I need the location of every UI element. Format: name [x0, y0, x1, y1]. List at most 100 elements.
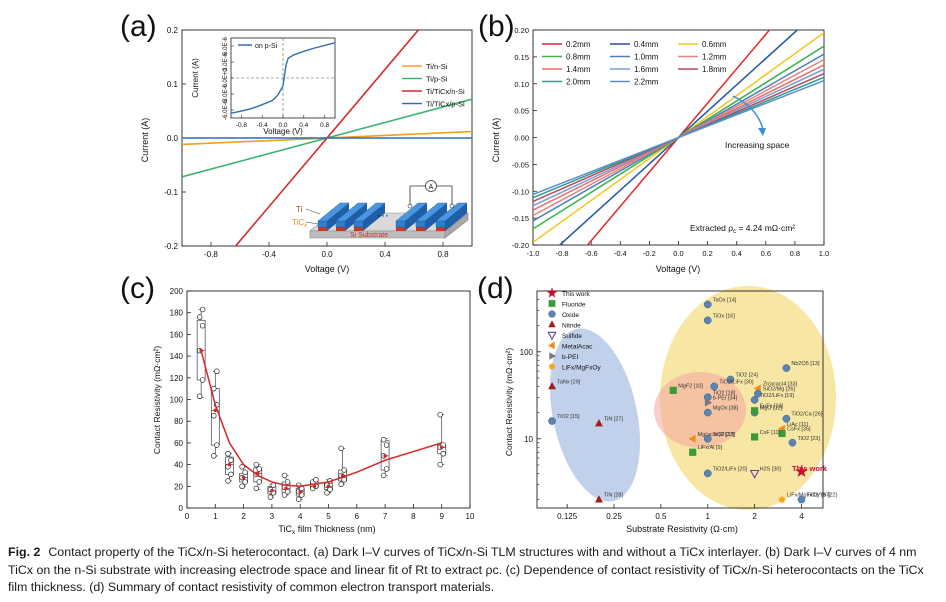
point-label: TiO2/LiFx [19] — [760, 393, 795, 399]
point-label: TiO2 [18] — [713, 390, 736, 396]
tlm-electrodes — [317, 202, 468, 231]
legend-label: Oxide — [562, 312, 579, 319]
region-mid — [654, 372, 746, 448]
data-point — [749, 469, 760, 479]
point-label: LiFx/Al [9] — [698, 445, 723, 451]
x-tick-label: 0.5 — [655, 512, 667, 521]
region-high — [660, 286, 836, 510]
panel-b-xlabel: Voltage (V) — [656, 264, 701, 274]
data-point — [788, 438, 797, 447]
data-point — [726, 375, 735, 384]
x-tick-label: -0.8 — [204, 250, 218, 259]
point-label: MgOx [38] — [713, 406, 739, 412]
y-tick-label: 20 — [174, 482, 183, 491]
inset-x-tick-label: 0.8 — [320, 122, 329, 129]
fit-node — [213, 408, 218, 413]
inset-xlabel: Voltage (V) — [263, 127, 303, 136]
fit-node — [298, 489, 303, 494]
data-point — [594, 495, 603, 503]
legend-marker — [547, 341, 555, 350]
legend-label: Ti/TiCx/p-Si — [426, 100, 465, 109]
data-point — [703, 316, 712, 325]
data-point — [214, 442, 220, 448]
data-point — [281, 472, 288, 479]
legend-label: 1.2mm — [702, 53, 727, 62]
data-point — [253, 485, 260, 492]
increasing-arrowhead — [758, 128, 766, 136]
ti-electrode-side — [445, 203, 467, 231]
fit-curve — [200, 350, 442, 488]
x-tick-label: -0.4 — [262, 250, 276, 259]
data-point — [548, 417, 556, 425]
tic-layer — [396, 227, 405, 231]
data-point — [703, 408, 712, 417]
fit-node — [199, 348, 203, 353]
tic-layer — [436, 227, 445, 231]
point-label: MgF2 [10] — [678, 383, 703, 389]
data-point — [284, 479, 291, 485]
ti-electrode-side — [425, 203, 447, 231]
increasing-label: Increasing space — [725, 140, 790, 150]
data-point — [199, 322, 206, 329]
dots-label: ··· — [377, 208, 389, 222]
ti-electrode-side — [327, 203, 349, 231]
legend-label: 0.8mm — [566, 53, 591, 62]
data-point — [270, 482, 277, 488]
data-point — [199, 377, 206, 383]
y-tick-label: -0.2 — [164, 242, 178, 251]
tlm-schematic: Si Substrate ··· Ti TiCx A — [292, 180, 469, 239]
data-point — [437, 461, 443, 468]
data-point — [242, 479, 248, 485]
y-tick-label: 40 — [174, 461, 183, 470]
point-label: MgO [12] — [760, 406, 783, 412]
panel-d-regions — [550, 286, 836, 510]
panel-a-label: (a) — [120, 10, 157, 43]
data-point — [239, 483, 245, 490]
fit-node — [227, 462, 232, 467]
ammeter — [425, 180, 437, 192]
data-point — [782, 364, 791, 372]
point-label: H2S [30] — [760, 466, 782, 472]
legend-marker — [548, 310, 556, 318]
data-point — [440, 451, 446, 457]
legend-label: Ti/p-Si — [426, 75, 448, 84]
panel-d-label: (d) — [477, 272, 514, 305]
point-label: Zr(acac)4 [33] — [763, 381, 798, 387]
y-tick-label: 0.1 — [167, 80, 179, 89]
panel-a-axes: -0.8 -0.4 0.0 0.4 0.8 0.2 0.1 0.0 -0.1 -0.2 — [164, 26, 473, 259]
x-tick-label: 0.0 — [321, 250, 333, 259]
tic-layer — [336, 227, 345, 231]
ammeter-label: A — [429, 184, 434, 191]
tic-pointer — [305, 221, 319, 225]
legend-label: 0.6mm — [702, 40, 727, 49]
x-tick-label: 4 — [298, 512, 303, 521]
data-point — [689, 448, 697, 456]
x-tick-label: 5 — [326, 512, 331, 521]
data-point — [211, 453, 217, 459]
caption-lead: Fig. 2 — [8, 545, 41, 559]
inset-curve — [231, 42, 335, 114]
point-label: TiO2/Ca [26] — [791, 412, 822, 418]
legend-label: 2.0mm — [566, 78, 591, 87]
tic-layer — [416, 227, 425, 231]
point-label: TaOx [14] — [713, 297, 737, 303]
inset-series — [231, 42, 335, 114]
region-low — [550, 328, 640, 502]
y-tick-label: 0.20 — [514, 26, 529, 35]
legend-label: Ti/n-Si — [426, 62, 448, 71]
fit-node — [439, 445, 444, 450]
y-tick-label: 80 — [174, 417, 183, 426]
ti-electrode-front — [415, 220, 426, 228]
tic-label: TiCx — [292, 218, 307, 229]
x-tick-label: 8 — [411, 512, 416, 521]
panel-c-fit — [199, 348, 444, 494]
ti-electrode-side — [363, 203, 385, 231]
point-label: Nb2O5 [13] — [791, 361, 820, 367]
x-tick-label: 10 — [466, 512, 475, 521]
data-point — [313, 477, 319, 483]
data-point — [225, 478, 231, 484]
data-point — [196, 314, 203, 320]
panel-d-ylabel: Contact Resistivity (mΩ·cm²) — [504, 348, 514, 457]
legend-label: Fluoride — [562, 302, 586, 309]
